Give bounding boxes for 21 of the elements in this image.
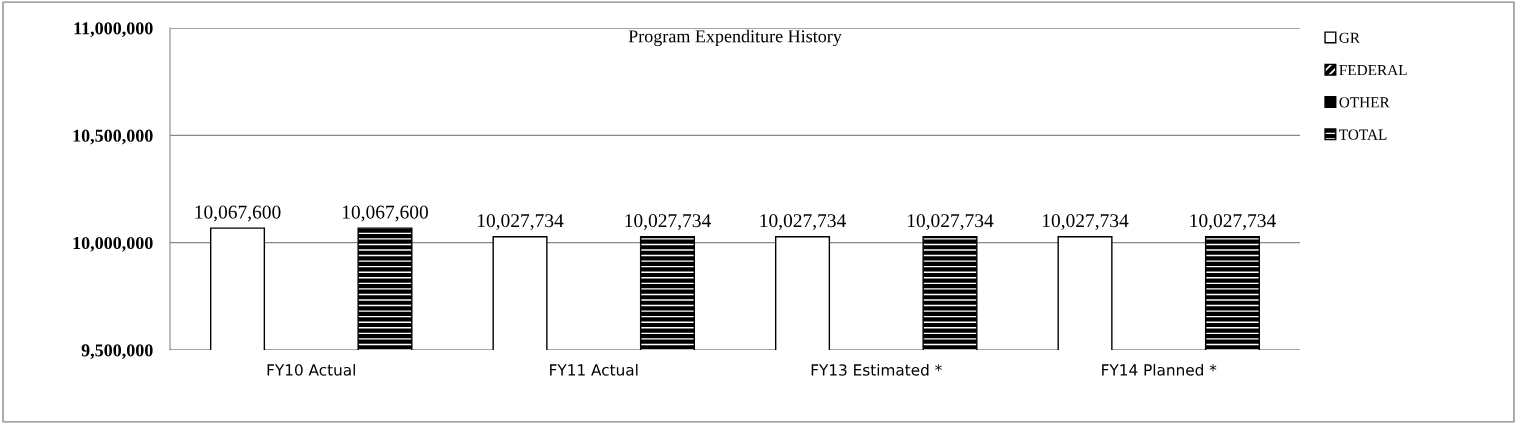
legend-label: OTHER [1339,97,1390,108]
x-tick-label: FY10 Actual [267,363,355,376]
data-label: 10,027,734 [477,214,564,231]
x-tick-label: FY14 Planned * [1102,363,1217,376]
legend-label: GR [1339,32,1360,43]
data-label: 10,027,734 [907,214,994,231]
data-label: 10,027,734 [625,214,711,231]
y-tick-label: 10,000,000 [73,236,153,252]
data-label: 10,067,600 [195,205,281,222]
chart-title: Program Expenditure History [628,29,842,47]
data-label: 10,067,600 [342,205,428,222]
x-tick-label: FY13 Estimated * [811,363,942,376]
legend-label: TOTAL [1339,129,1387,140]
x-tick-label: FY11 Actual [550,363,638,376]
data-label: 10,027,734 [1042,214,1129,231]
y-tick-label: 9,500,000 [81,344,153,360]
y-tick-label: 10,500,000 [73,129,153,145]
y-tick-label: 11,000,000 [74,22,153,38]
data-label: 10,027,734 [760,214,846,231]
data-label: 10,027,734 [1190,214,1276,231]
legend-label: FEDERAL [1339,64,1407,76]
